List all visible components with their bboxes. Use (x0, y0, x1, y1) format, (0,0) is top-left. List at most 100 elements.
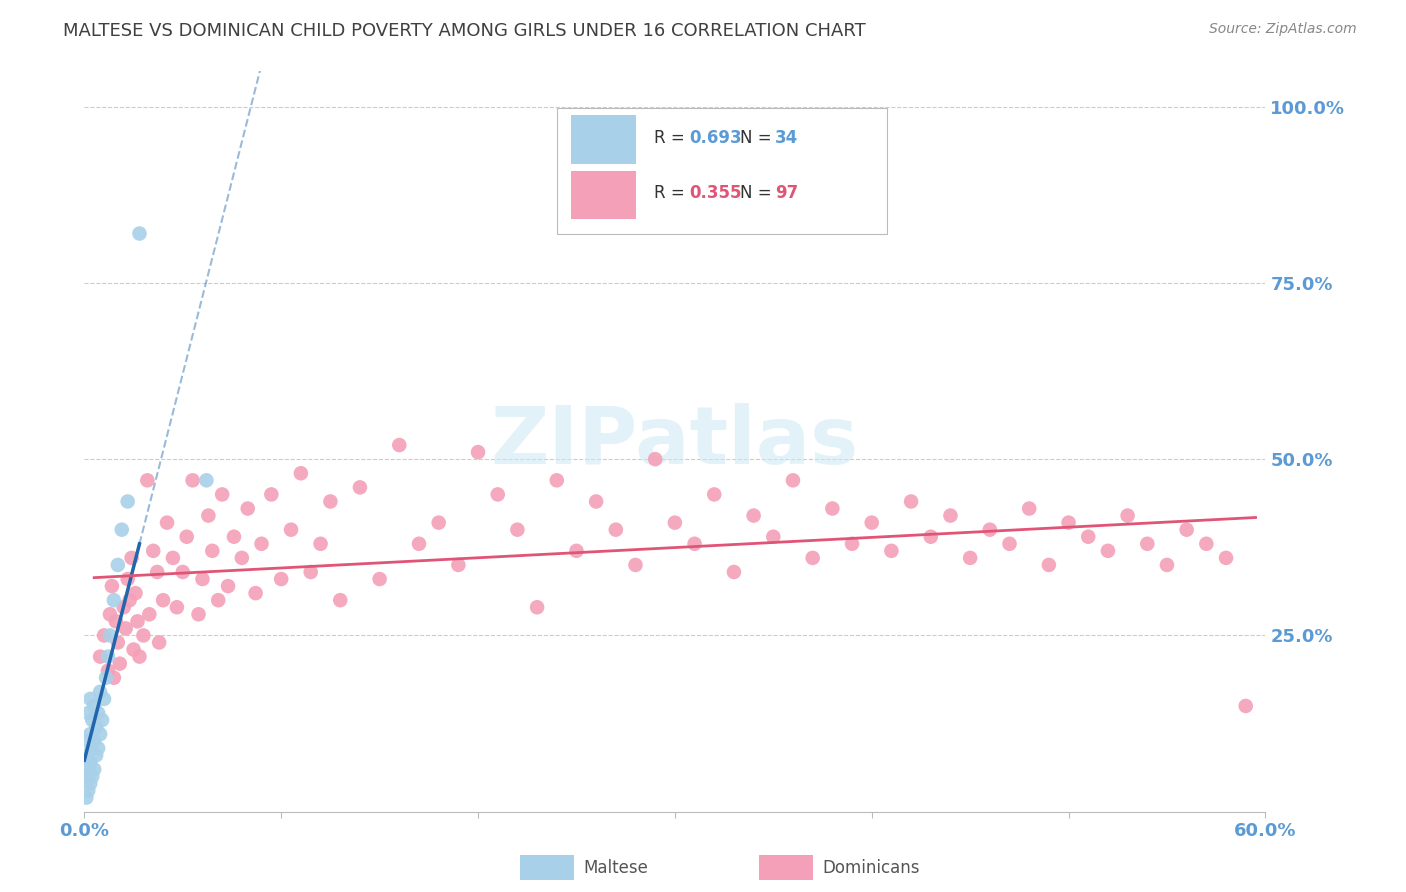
Point (349, 480, 371, 494)
Point (1195, 537, 1218, 551)
Point (114, 621, 136, 635)
Point (84, 748, 107, 763)
Point (231, 550, 253, 565)
Point (75, 790, 97, 805)
Text: ZIPatlas: ZIPatlas (491, 402, 859, 481)
Point (486, 487, 509, 501)
Point (107, 635, 129, 649)
Point (860, 516, 883, 530)
Point (506, 523, 529, 537)
Point (121, 550, 143, 565)
Point (920, 530, 942, 544)
Point (329, 593, 352, 607)
Point (280, 523, 302, 537)
Point (998, 537, 1021, 551)
Point (1018, 501, 1040, 516)
Point (195, 473, 218, 487)
Point (89, 649, 111, 664)
Text: Dominicans: Dominicans (823, 859, 920, 877)
Point (201, 544, 224, 558)
Point (93, 628, 115, 642)
Point (187, 607, 209, 622)
Point (1136, 537, 1159, 551)
Point (1116, 508, 1139, 523)
Point (211, 487, 233, 501)
Point (1215, 550, 1237, 565)
Point (762, 530, 785, 544)
Point (75, 748, 97, 763)
Text: Source: ZipAtlas.com: Source: ZipAtlas.com (1209, 22, 1357, 37)
Point (75, 769, 97, 783)
Point (880, 544, 903, 558)
Point (82, 741, 104, 756)
Point (84, 720, 107, 734)
Point (979, 523, 1001, 537)
Point (939, 508, 962, 523)
Text: MALTESE VS DOMINICAN CHILD POVERTY AMONG GIRLS UNDER 16 CORRELATION CHART: MALTESE VS DOMINICAN CHILD POVERTY AMONG… (63, 22, 866, 40)
Text: R =: R = (654, 128, 689, 146)
Point (111, 523, 134, 537)
Point (79, 727, 101, 741)
Point (162, 550, 184, 565)
Point (388, 438, 411, 452)
Point (108, 657, 131, 671)
Point (605, 523, 627, 537)
Point (146, 565, 169, 579)
Point (1097, 544, 1119, 558)
Point (98, 607, 121, 622)
Point (959, 550, 981, 565)
Text: N =: N = (740, 128, 776, 146)
Point (138, 607, 160, 622)
Point (236, 501, 259, 516)
Point (408, 537, 430, 551)
Point (93, 692, 115, 706)
Text: N =: N = (740, 184, 776, 202)
Point (222, 530, 245, 544)
Text: R =: R = (654, 184, 689, 202)
Point (107, 558, 129, 572)
Point (565, 544, 588, 558)
Point (1234, 698, 1257, 713)
Point (101, 579, 124, 593)
Point (152, 593, 174, 607)
Point (104, 615, 127, 629)
Point (664, 516, 686, 530)
Point (1057, 516, 1080, 530)
Point (309, 537, 332, 551)
Point (821, 501, 844, 516)
Point (197, 508, 219, 523)
Point (290, 467, 312, 481)
Point (585, 494, 607, 508)
Point (122, 642, 145, 657)
Text: 0.355: 0.355 (689, 184, 741, 202)
Point (79, 776, 101, 790)
Point (77, 734, 100, 748)
Point (703, 487, 725, 501)
Point (127, 615, 149, 629)
Point (156, 516, 179, 530)
Point (368, 572, 391, 586)
Point (299, 565, 322, 579)
Point (97, 649, 120, 664)
Point (82, 713, 104, 727)
Point (1077, 530, 1099, 544)
Text: Maltese: Maltese (583, 859, 648, 877)
FancyBboxPatch shape (571, 115, 636, 163)
Point (117, 572, 139, 586)
Point (112, 600, 135, 615)
Point (166, 600, 188, 615)
Point (94, 671, 117, 685)
Point (87, 741, 110, 756)
Point (250, 537, 273, 551)
Point (97, 664, 120, 678)
Point (447, 558, 470, 572)
Point (1038, 558, 1060, 572)
Point (89, 685, 111, 699)
Point (1175, 523, 1198, 537)
Point (683, 537, 706, 551)
Point (181, 473, 204, 487)
Point (77, 763, 100, 777)
Point (103, 593, 125, 607)
Point (91, 713, 114, 727)
Point (172, 565, 194, 579)
